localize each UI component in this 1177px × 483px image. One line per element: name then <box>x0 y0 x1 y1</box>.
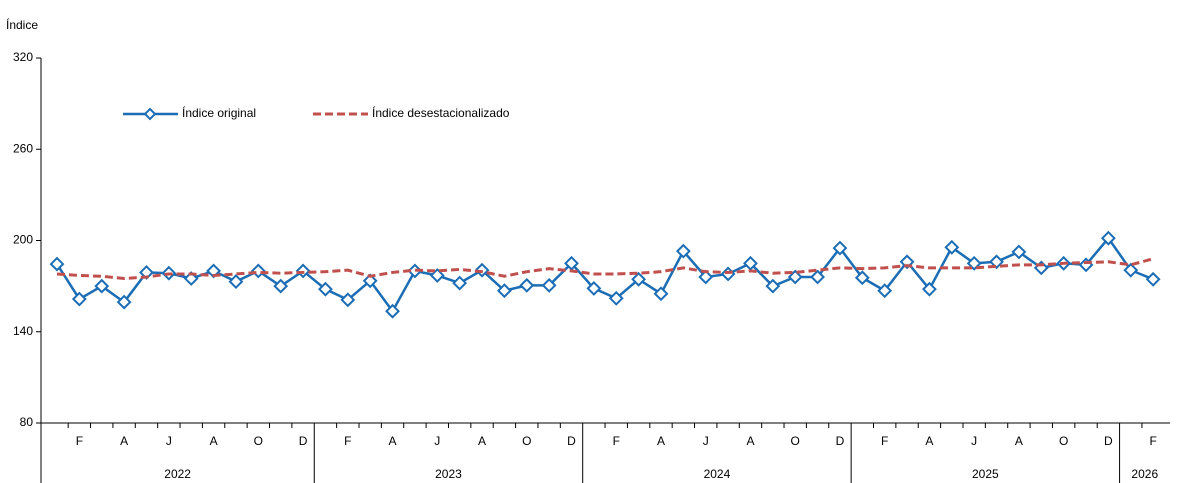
x-tick-label: A <box>478 434 486 448</box>
data-point <box>675 243 691 259</box>
data-point <box>273 278 289 294</box>
data-point <box>519 277 535 293</box>
x-tick-label: D <box>1104 434 1113 448</box>
x-tick-label: J <box>703 434 709 448</box>
x-tick-label: O <box>791 434 800 448</box>
x-tick-label: A <box>120 434 128 448</box>
legend-label: Índice original <box>182 105 256 120</box>
year-label: 2025 <box>972 467 999 481</box>
data-point <box>1011 244 1027 260</box>
x-tick-label: F <box>1149 434 1156 448</box>
y-tick-label: 320 <box>13 50 33 64</box>
x-tick-label: J <box>166 434 172 448</box>
x-tick-label: A <box>1015 434 1023 448</box>
data-point <box>608 290 624 306</box>
data-point <box>966 255 982 271</box>
y-tick-label: 260 <box>13 141 33 155</box>
x-tick-label: O <box>254 434 263 448</box>
x-tick-label: F <box>881 434 888 448</box>
data-point <box>94 278 110 294</box>
data-point <box>362 273 378 289</box>
x-tick-label: A <box>657 434 665 448</box>
x-tick-label: J <box>434 434 440 448</box>
x-tick-label: O <box>522 434 531 448</box>
data-point <box>944 239 960 255</box>
data-point <box>922 281 937 297</box>
x-tick-label: D <box>299 434 308 448</box>
year-label: 2022 <box>164 467 191 481</box>
x-tick-label: F <box>344 434 351 448</box>
data-point <box>1145 271 1161 287</box>
x-tick-label: A <box>746 434 754 448</box>
x-tick-label: D <box>836 434 845 448</box>
data-point <box>854 270 870 286</box>
year-label: 2024 <box>704 467 731 481</box>
y-tick-label: 200 <box>13 233 33 247</box>
y-tick-label: 80 <box>20 415 34 429</box>
data-point <box>452 275 468 291</box>
data-point <box>899 254 915 270</box>
data-point <box>810 269 825 285</box>
data-point <box>474 262 490 278</box>
y-tick-label: 140 <box>13 324 33 338</box>
series-line <box>56 257 1154 281</box>
x-tick-label: F <box>76 434 83 448</box>
data-point <box>1123 262 1139 278</box>
data-point <box>340 292 356 308</box>
data-point <box>116 294 132 310</box>
data-point <box>49 256 65 272</box>
data-point <box>631 271 647 287</box>
data-point <box>698 269 714 285</box>
data-point <box>989 254 1004 270</box>
x-tick-label: A <box>210 434 218 448</box>
data-point <box>720 266 736 282</box>
year-label: 2023 <box>435 467 462 481</box>
data-point <box>877 283 893 299</box>
x-tick-label: D <box>567 434 576 448</box>
x-tick-label: O <box>1059 434 1068 448</box>
data-point <box>71 291 87 307</box>
data-point <box>832 240 848 256</box>
data-point <box>318 281 333 297</box>
year-label: 2026 <box>1131 467 1158 481</box>
data-point <box>653 286 669 302</box>
y-axis-label: Índice <box>6 17 38 32</box>
data-point <box>765 278 781 294</box>
data-point <box>385 303 400 319</box>
data-point <box>228 274 244 289</box>
x-tick-label: A <box>925 434 933 448</box>
data-point <box>295 263 311 279</box>
data-point <box>496 283 512 299</box>
data-point <box>250 263 266 279</box>
data-point <box>1100 230 1116 246</box>
data-point <box>564 255 579 271</box>
data-point <box>586 280 602 296</box>
legend-marker <box>143 107 157 121</box>
data-point <box>541 277 557 293</box>
series-line <box>55 236 1154 314</box>
legend-label: Índice desestacionalizado <box>372 105 510 120</box>
data-point <box>429 268 445 283</box>
x-tick-label: F <box>613 434 620 448</box>
data-point <box>743 255 758 271</box>
x-tick-label: J <box>971 434 977 448</box>
x-tick-label: A <box>389 434 397 448</box>
